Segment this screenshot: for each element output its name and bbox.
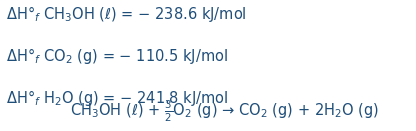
- Text: CH$_3$OH (ℓ) + $\frac{3}{2}$O$_2$ (g) → CO$_2$ (g) + 2H$_2$O (g): CH$_3$OH (ℓ) + $\frac{3}{2}$O$_2$ (g) → …: [70, 99, 379, 124]
- Text: $\Delta$H°$_f$ CH$_3$OH (ℓ) = − 238.6 kJ/mol: $\Delta$H°$_f$ CH$_3$OH (ℓ) = − 238.6 kJ…: [6, 4, 247, 24]
- Text: $\Delta$H°$_f$ H$_2$O (g) = − 241.8 kJ/mol: $\Delta$H°$_f$ H$_2$O (g) = − 241.8 kJ/m…: [6, 88, 229, 108]
- Text: $\Delta$H°$_f$ CO$_2$ (g) = − 110.5 kJ/mol: $\Delta$H°$_f$ CO$_2$ (g) = − 110.5 kJ/m…: [6, 46, 228, 66]
